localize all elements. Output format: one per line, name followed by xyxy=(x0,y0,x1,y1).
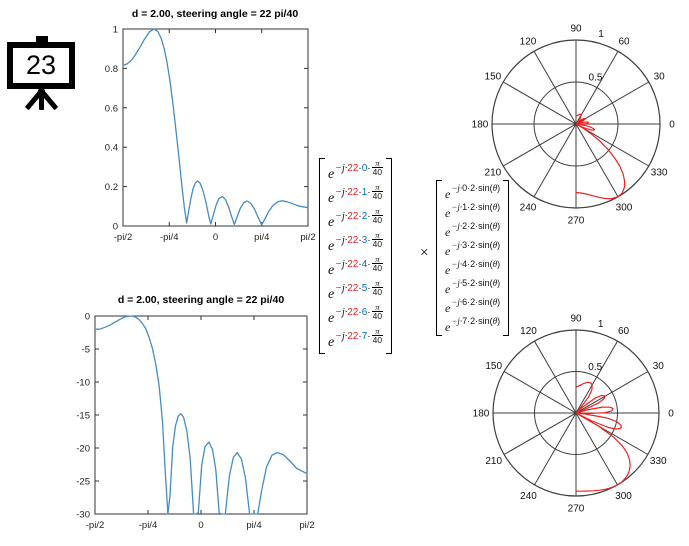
steering-element: e −j·2·2·sin(θ) xyxy=(445,221,501,239)
steering-element: e −j·1·2·sin(θ) xyxy=(445,202,501,220)
bracket-left-icon xyxy=(436,180,442,336)
svg-text:1: 1 xyxy=(113,25,118,36)
svg-text:30: 30 xyxy=(653,361,665,372)
weight-element: e −j· 22 · 3 · π 40 xyxy=(328,230,384,254)
svg-text:0.6: 0.6 xyxy=(105,103,118,114)
svg-text:-20: -20 xyxy=(76,444,90,455)
svg-text:0: 0 xyxy=(198,520,203,531)
svg-text:90: 90 xyxy=(570,24,582,35)
svg-text:150: 150 xyxy=(485,361,502,372)
weight-element: e −j· 22 · 7 · π 40 xyxy=(328,326,384,350)
weight-element: e −j· 22 · 6 · π 40 xyxy=(328,302,384,326)
svg-text:-5: -5 xyxy=(82,345,90,356)
svg-text:1: 1 xyxy=(598,29,604,40)
svg-text:120: 120 xyxy=(520,36,537,47)
svg-text:0: 0 xyxy=(113,222,118,233)
svg-text:330: 330 xyxy=(651,168,668,179)
svg-text:d = 2.00, steering angle = 22: d = 2.00, steering angle = 22 pi/40 xyxy=(118,294,284,306)
svg-text:210: 210 xyxy=(485,456,502,467)
beam-pattern-db-chart: -pi/2 -pi/4 0 pi/4 pi/2 -30 -25 -20 -15 -10 -5 0 d =… xyxy=(76,294,314,531)
steering-element: e −j·6·2·sin(θ) xyxy=(445,297,501,315)
steering-element: e −j·3·2·sin(θ) xyxy=(445,240,501,258)
svg-text:pi/4: pi/4 xyxy=(254,232,269,243)
svg-text:0.5: 0.5 xyxy=(589,72,603,83)
svg-text:pi/2: pi/2 xyxy=(299,520,314,531)
svg-text:180: 180 xyxy=(473,409,490,420)
steering-element: e −j·5·2·sin(θ) xyxy=(445,278,501,296)
svg-text:0: 0 xyxy=(85,312,90,323)
svg-text:60: 60 xyxy=(618,326,630,337)
easel-screen-icon: 23 xyxy=(7,42,75,89)
polar-pattern-linear-curve xyxy=(575,113,626,200)
svg-text:-15: -15 xyxy=(76,411,90,422)
slide-number-icon: 23 xyxy=(7,36,77,116)
svg-text:0.2: 0.2 xyxy=(105,182,118,193)
svg-text:270: 270 xyxy=(568,216,585,227)
svg-text:270: 270 xyxy=(568,504,585,515)
svg-text:150: 150 xyxy=(485,72,502,83)
svg-text:d = 2.00, steering angle = 22: d = 2.00, steering angle = 22 pi/40 xyxy=(132,8,298,20)
svg-text:1: 1 xyxy=(598,319,604,330)
weight-element: e −j· 22 · 5 · π 40 xyxy=(328,278,384,302)
polar-pattern-db-curve xyxy=(575,381,631,492)
bracket-right-icon xyxy=(503,180,510,336)
svg-text:240: 240 xyxy=(520,203,537,214)
svg-text:180: 180 xyxy=(472,120,489,131)
svg-text:-30: -30 xyxy=(76,510,90,521)
svg-text:0: 0 xyxy=(213,232,218,243)
weight-element: e −j· 22 · 2 · π 40 xyxy=(328,206,384,230)
bracket-left-icon xyxy=(319,158,325,354)
polar-pattern-linear-chart: 0 30 60 90 120 150 180 210 240 270 300 330 0.5 1 xyxy=(472,24,676,227)
steering-element: e −j·4·2·sin(θ) xyxy=(445,259,501,277)
svg-text:60: 60 xyxy=(618,36,630,47)
svg-text:330: 330 xyxy=(650,456,667,467)
svg-text:0.8: 0.8 xyxy=(105,64,118,75)
steering-vector: e −j·0·2·sin(θ) e −j·1·2·sin(θ) e −j·2·2·sin(… xyxy=(436,180,510,336)
svg-text:90: 90 xyxy=(570,314,582,325)
slide-number: 23 xyxy=(25,50,57,80)
steering-rows: e −j·0·2·sin(θ) e −j·1·2·sin(θ) e −j·2·2·sin(… xyxy=(442,180,503,336)
svg-text:0.4: 0.4 xyxy=(105,143,118,154)
svg-text:240: 240 xyxy=(520,491,537,502)
easel-leg-center-icon xyxy=(39,89,44,110)
svg-text:-pi/4: -pi/4 xyxy=(139,520,157,531)
svg-text:30: 30 xyxy=(654,72,666,83)
svg-text:210: 210 xyxy=(485,168,502,179)
weights-vector: e −j· 22 · 0 · π 40 e −j· 22 · 1 · π 40 e −j· 22 · 2 · π 40 e −j·… xyxy=(319,158,393,354)
steering-element: e −j·7·2·sin(θ) xyxy=(445,316,501,334)
polar-pattern-db-chart: 0 30 60 90 120 150 180 210 240 270 300 330 0.5 1 xyxy=(473,314,675,515)
steering-element: e −j·0·2·sin(θ) xyxy=(445,183,501,201)
svg-text:pi/2: pi/2 xyxy=(300,232,315,243)
svg-text:0: 0 xyxy=(668,409,674,420)
svg-text:-25: -25 xyxy=(76,477,90,488)
beam-pattern-db-curve xyxy=(94,315,308,515)
svg-text:pi/4: pi/4 xyxy=(246,520,261,531)
svg-text:120: 120 xyxy=(520,326,537,337)
svg-text:-pi/2: -pi/2 xyxy=(86,520,104,531)
beam-pattern-linear-chart: -pi/2 -pi/4 0 pi/4 pi/2 0 0.2 0.4 0.6 0.8 1 d = 2.0… xyxy=(105,8,316,243)
weight-element: e −j· 22 · 1 · π 40 xyxy=(328,182,384,206)
svg-text:-pi/2: -pi/2 xyxy=(114,232,132,243)
svg-text:-pi/4: -pi/4 xyxy=(160,232,178,243)
easel-knob-icon xyxy=(36,36,48,44)
weight-element: e −j· 22 · 0 · π 40 xyxy=(328,158,384,182)
svg-text:300: 300 xyxy=(615,491,632,502)
svg-text:-10: -10 xyxy=(76,378,90,389)
beam-pattern-linear-curve xyxy=(122,28,309,226)
svg-text:0.5: 0.5 xyxy=(588,362,602,373)
bracket-right-icon xyxy=(386,158,393,354)
svg-text:300: 300 xyxy=(616,203,633,214)
weights-rows: e −j· 22 · 0 · π 40 e −j· 22 · 1 · π 40 e −j· 22 · 2 · π 40 e −j·… xyxy=(325,158,386,354)
multiply-sign: × xyxy=(420,245,429,261)
weight-element: e −j· 22 · 4 · π 40 xyxy=(328,254,384,278)
svg-text:0: 0 xyxy=(669,120,675,131)
